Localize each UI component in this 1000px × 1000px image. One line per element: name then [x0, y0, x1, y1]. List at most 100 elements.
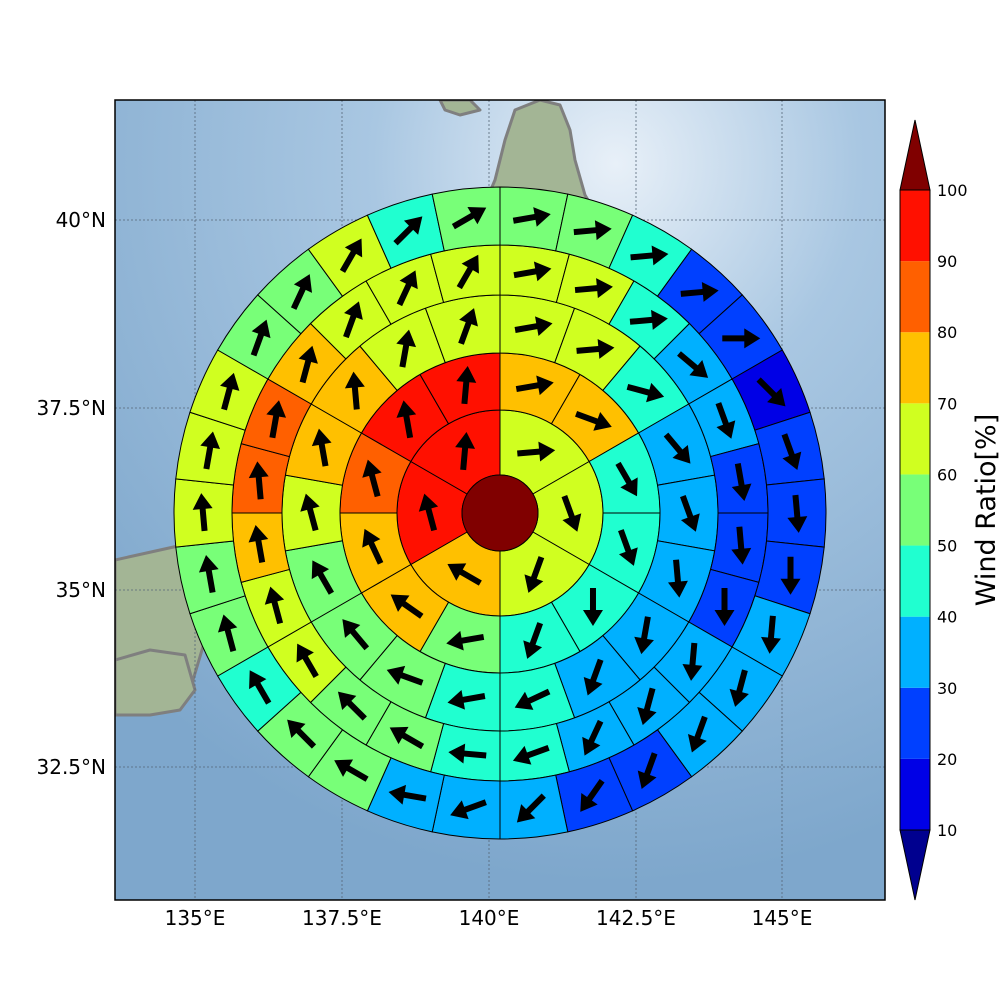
- wind-arrow: [515, 375, 554, 396]
- x-tick-label: 145°E: [752, 906, 813, 930]
- x-tick-label: 140°E: [459, 906, 520, 930]
- wind-arrow: [264, 586, 285, 625]
- wind-arrow: [561, 495, 582, 532]
- colorbar-label: Wind Ratio[%]: [971, 414, 1000, 606]
- colorbar-tick-label: 90: [937, 252, 957, 271]
- wind-arrow: [456, 366, 477, 405]
- wind-arrow: [200, 431, 221, 470]
- wind-arrow: [447, 689, 486, 710]
- wind-arrow: [300, 493, 320, 532]
- wind-arrow: [514, 688, 551, 710]
- wind-arrow: [396, 270, 418, 307]
- y-tick-labels: 40°N 37.5°N 35°N 32.5°N: [37, 208, 107, 779]
- center-disc: [461, 474, 539, 552]
- x-tick-label: 135°E: [165, 906, 226, 930]
- wind-arrow: [574, 278, 613, 299]
- wind-arrow: [630, 245, 669, 266]
- wind-arrow: [682, 642, 703, 681]
- wind-arrow: [626, 382, 665, 403]
- colorbar-tick-label: 40: [937, 608, 957, 627]
- x-tick-label: 137.5°E: [302, 906, 382, 930]
- colorbar-bin: [900, 758, 930, 830]
- wind-arrow: [729, 669, 749, 707]
- wind-arrow: [248, 461, 269, 500]
- colorbar-tick-label: 50: [937, 537, 957, 556]
- wind-arrow: [573, 220, 612, 241]
- colorbar-bin: [900, 545, 930, 617]
- wind-arrow: [287, 719, 317, 749]
- wind-arrow: [514, 316, 553, 337]
- wind-arrow: [517, 441, 556, 462]
- wind-arrow: [667, 559, 688, 598]
- wind-arrow: [450, 799, 487, 820]
- colorbar-over-triangle: [899, 119, 931, 191]
- wind-arrow: [339, 238, 363, 273]
- wind-arrow: [250, 319, 271, 357]
- wind-arrow: [386, 665, 424, 686]
- wind-arrow: [266, 400, 287, 439]
- wind-arrow: [781, 433, 802, 471]
- wind-arrow: [456, 254, 479, 290]
- wind-arrow: [575, 411, 612, 431]
- wind-arrow: [342, 619, 370, 651]
- colorbar-tick-label: 70: [937, 394, 957, 413]
- wind-arrow: [629, 309, 668, 330]
- wind-arrow: [663, 432, 691, 464]
- wind-arrow: [524, 556, 545, 593]
- colorbar-bin: [900, 332, 930, 404]
- wind-arrow: [393, 216, 423, 246]
- y-tick-label: 35°N: [56, 578, 106, 602]
- wind-arrow: [388, 784, 427, 805]
- wind-arrow: [722, 328, 761, 349]
- wind-arrow: [311, 560, 334, 595]
- x-tick-labels: 135°E 137.5°E 140°E 142.5°E 145°E: [165, 906, 813, 930]
- colorbar-frame: [899, 189, 931, 831]
- wind-arrow: [198, 555, 219, 593]
- wind-arrow: [448, 743, 487, 764]
- wind-arrow: [582, 587, 603, 626]
- wind-arrow: [192, 493, 213, 532]
- wind-arrow: [446, 630, 485, 651]
- wind-arrow: [680, 281, 719, 302]
- wind-arrow: [583, 658, 604, 696]
- wind-arrow: [249, 670, 272, 705]
- wind-arrow: [731, 526, 752, 565]
- colorbar-tick-label: 10: [937, 821, 957, 840]
- wind-arrow: [787, 494, 808, 533]
- wind-arrow: [418, 493, 439, 532]
- colorbar-bin: [900, 190, 930, 262]
- wind-arrow: [311, 428, 332, 467]
- wind-arrow: [390, 594, 424, 619]
- wind-arrow: [362, 459, 382, 498]
- wind-arrow: [512, 744, 550, 765]
- wind-arrow: [248, 525, 269, 563]
- colorbar-under-triangle: [899, 829, 931, 901]
- colorbar-tick-label: 80: [937, 323, 957, 342]
- wind-arrow: [780, 556, 801, 595]
- wind-arrow: [582, 719, 604, 756]
- colorbar-bin: [900, 616, 930, 688]
- wind-arrow: [634, 616, 654, 655]
- wind-arrow: [512, 207, 551, 227]
- wind-arrow: [451, 206, 487, 230]
- wind-arrow: [615, 461, 638, 497]
- colorbar-bin: [900, 687, 930, 759]
- wind-arrow: [756, 377, 786, 407]
- colorbar-tick-label: 20: [937, 750, 957, 769]
- wind-arrow: [296, 643, 319, 679]
- wind-arrow: [731, 463, 752, 501]
- wind-arrows: [192, 206, 808, 823]
- colorbar-tick-label: 60: [937, 465, 957, 484]
- colorbar-bin: [900, 474, 930, 546]
- wind-arrow: [389, 726, 425, 750]
- wind-arrow: [677, 351, 709, 378]
- wind-arrow: [576, 339, 615, 359]
- wind-arrow: [396, 400, 417, 439]
- wind-arrow: [637, 752, 658, 790]
- colorbar: 10 20 30 40 50 60 70 80 90 100 Wind Ratio[%]: [899, 119, 1000, 901]
- map-axes: [115, 100, 885, 900]
- x-tick-label: 142.5°E: [596, 906, 676, 930]
- colorbar-tick-label: 100: [937, 181, 968, 200]
- wind-arrow: [687, 715, 708, 753]
- wind-arrow: [344, 371, 365, 410]
